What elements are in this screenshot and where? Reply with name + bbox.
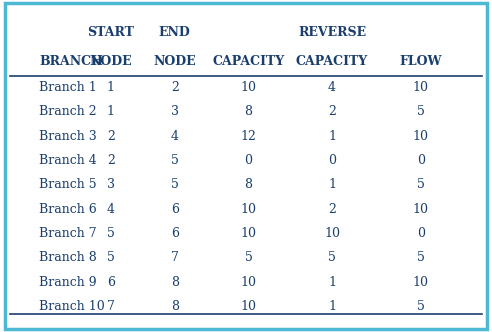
Text: Branch 5: Branch 5 xyxy=(39,179,97,192)
Text: 2: 2 xyxy=(107,154,115,167)
Text: Branch 8: Branch 8 xyxy=(39,251,97,264)
Text: Branch 2: Branch 2 xyxy=(39,106,97,119)
Text: 10: 10 xyxy=(241,300,256,313)
Text: 4: 4 xyxy=(171,130,179,143)
Text: 5: 5 xyxy=(417,300,425,313)
Text: 0: 0 xyxy=(328,154,336,167)
Text: 1: 1 xyxy=(328,179,336,192)
Text: 2: 2 xyxy=(328,106,336,119)
Text: 1: 1 xyxy=(107,81,115,94)
Text: 10: 10 xyxy=(413,130,429,143)
Text: NODE: NODE xyxy=(154,55,196,68)
Text: 7: 7 xyxy=(107,300,115,313)
Text: END: END xyxy=(159,26,190,39)
Text: 10: 10 xyxy=(413,203,429,216)
Text: 5: 5 xyxy=(328,251,336,264)
Text: 8: 8 xyxy=(171,276,179,289)
Text: Branch 10: Branch 10 xyxy=(39,300,105,313)
Text: 5: 5 xyxy=(417,106,425,119)
Text: START: START xyxy=(87,26,134,39)
Text: 10: 10 xyxy=(241,203,256,216)
Text: 8: 8 xyxy=(171,300,179,313)
Text: 2: 2 xyxy=(328,203,336,216)
Text: 0: 0 xyxy=(245,154,252,167)
Text: Branch 6: Branch 6 xyxy=(39,203,97,216)
Text: 5: 5 xyxy=(245,251,252,264)
Text: Branch 4: Branch 4 xyxy=(39,154,97,167)
Text: 5: 5 xyxy=(107,251,115,264)
Text: BRANCH: BRANCH xyxy=(39,55,103,68)
Text: FLOW: FLOW xyxy=(400,55,442,68)
Text: 5: 5 xyxy=(417,251,425,264)
Text: 10: 10 xyxy=(413,81,429,94)
Text: Branch 3: Branch 3 xyxy=(39,130,97,143)
Text: 6: 6 xyxy=(171,203,179,216)
Text: 5: 5 xyxy=(171,154,179,167)
Text: CAPACITY: CAPACITY xyxy=(213,55,284,68)
Text: 0: 0 xyxy=(417,154,425,167)
Text: CAPACITY: CAPACITY xyxy=(296,55,368,68)
Text: 6: 6 xyxy=(107,276,115,289)
Text: 8: 8 xyxy=(245,179,252,192)
Text: 3: 3 xyxy=(171,106,179,119)
Text: 1: 1 xyxy=(328,130,336,143)
Text: 5: 5 xyxy=(107,227,115,240)
Text: 2: 2 xyxy=(171,81,179,94)
Text: 10: 10 xyxy=(324,227,340,240)
Text: 0: 0 xyxy=(417,227,425,240)
Text: Branch 9: Branch 9 xyxy=(39,276,97,289)
Text: 10: 10 xyxy=(241,81,256,94)
Text: Branch 1: Branch 1 xyxy=(39,81,97,94)
Text: 6: 6 xyxy=(171,227,179,240)
Text: 2: 2 xyxy=(107,130,115,143)
Text: 1: 1 xyxy=(328,276,336,289)
Text: 10: 10 xyxy=(241,227,256,240)
Text: 5: 5 xyxy=(417,179,425,192)
Text: 10: 10 xyxy=(413,276,429,289)
Text: 1: 1 xyxy=(107,106,115,119)
Text: Branch 7: Branch 7 xyxy=(39,227,97,240)
Text: 5: 5 xyxy=(171,179,179,192)
Text: REVERSE: REVERSE xyxy=(298,26,366,39)
Text: 7: 7 xyxy=(171,251,179,264)
Text: NODE: NODE xyxy=(90,55,132,68)
Text: 4: 4 xyxy=(107,203,115,216)
Text: 4: 4 xyxy=(328,81,336,94)
Text: 3: 3 xyxy=(107,179,115,192)
Text: 12: 12 xyxy=(241,130,256,143)
Text: 1: 1 xyxy=(328,300,336,313)
Text: 10: 10 xyxy=(241,276,256,289)
Text: 8: 8 xyxy=(245,106,252,119)
